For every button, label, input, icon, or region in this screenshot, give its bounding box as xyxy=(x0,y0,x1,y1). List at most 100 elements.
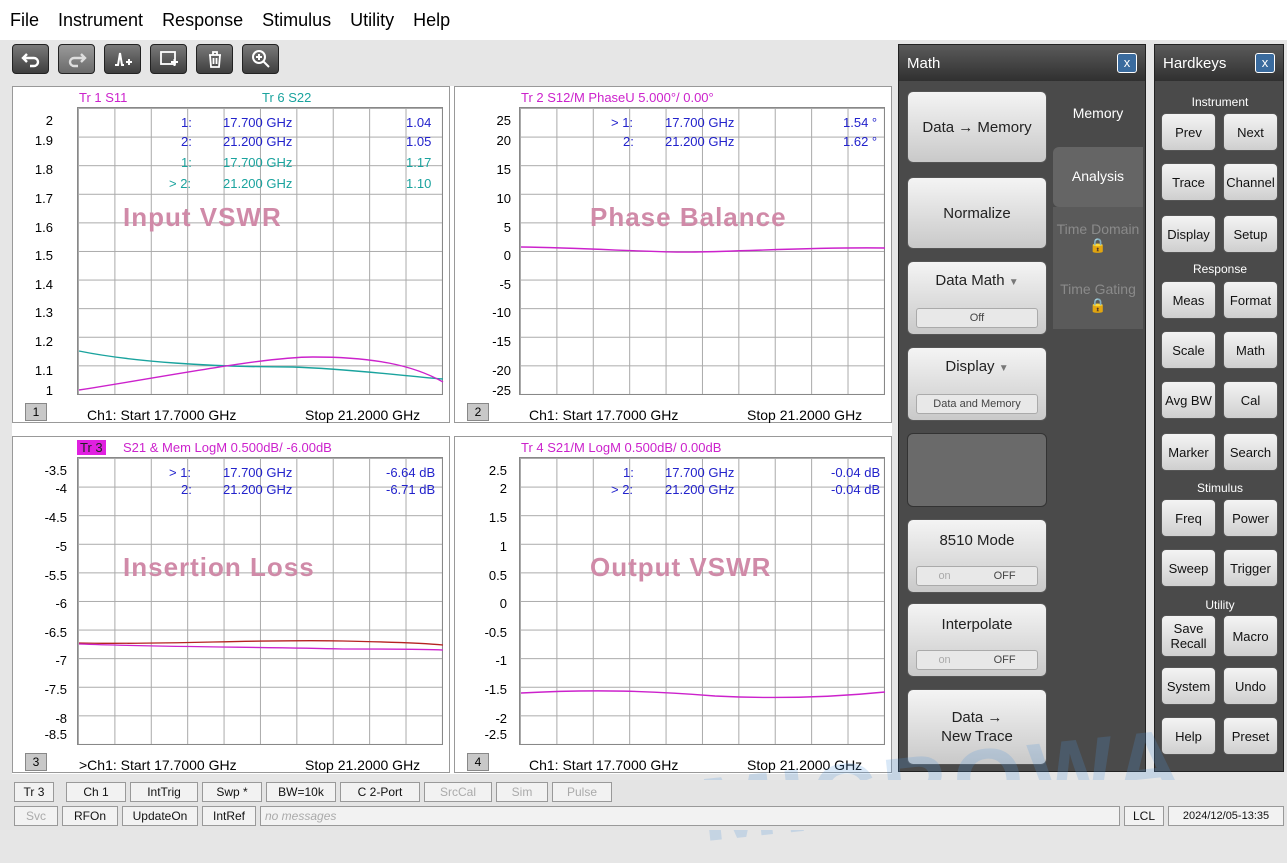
menu-utility[interactable]: Utility xyxy=(350,9,395,30)
marker-row: 1: xyxy=(181,115,192,130)
marker-value: -6.64 dB xyxy=(386,465,436,480)
sweep-key[interactable]: Sweep xyxy=(1161,549,1216,587)
toolbar xyxy=(12,44,279,76)
setup-key[interactable]: Setup xyxy=(1223,215,1278,253)
trace-3-tag[interactable]: Tr 3 xyxy=(77,440,106,455)
stimulus-start-4: Ch1: Start 17.7000 GHz xyxy=(529,757,679,773)
freq-key[interactable]: Freq xyxy=(1161,499,1216,537)
tab-memory[interactable]: Memory xyxy=(1053,93,1143,149)
close-icon[interactable]: x xyxy=(1255,53,1275,73)
trace-4-title[interactable]: Tr 4 S21/M LogM 0.500dB/ 0.00dB xyxy=(521,440,722,455)
menu-stimulus[interactable]: Stimulus xyxy=(262,9,332,30)
help-key[interactable]: Help xyxy=(1161,717,1216,755)
y-tick: 25 xyxy=(496,113,511,128)
power-key[interactable]: Power xyxy=(1223,499,1278,537)
mode-8510-button[interactable]: 8510 Mode on OFF xyxy=(907,519,1047,593)
display-key[interactable]: Display xyxy=(1161,215,1216,253)
data-math-button[interactable]: Data Math ▼ Off xyxy=(907,261,1047,335)
status-channel[interactable]: Ch 1 xyxy=(66,782,126,802)
data-to-memory-button[interactable]: Data → Memory xyxy=(907,91,1047,163)
section-stimulus: Stimulus xyxy=(1196,481,1243,495)
marker-id: > 2: xyxy=(169,176,192,191)
status-ref[interactable]: IntRef xyxy=(202,806,256,826)
add-trace-button[interactable] xyxy=(104,44,141,74)
marker-row: 1.10 xyxy=(406,176,431,191)
status-bar: Tr 3 Ch 1 IntTrig Swp * BW=10k C 2-Port … xyxy=(0,780,1287,830)
trace-key[interactable]: Trace xyxy=(1161,163,1216,201)
hardkeys-panel: Hardkeys x Instrument Prev Next Trace Ch… xyxy=(1154,44,1284,772)
normalize-button[interactable]: Normalize xyxy=(907,177,1047,249)
trace-6-title[interactable]: Tr 6 S22 xyxy=(262,90,312,105)
next-key[interactable]: Next xyxy=(1223,113,1278,151)
y-tick: -8 xyxy=(55,711,67,726)
new-trace-button[interactable]: Data → New Trace xyxy=(907,689,1047,765)
trace-3-title[interactable]: S21 & Mem LogM 0.500dB/ -6.00dB xyxy=(123,440,332,455)
save-recall-key[interactable]: Save Recall xyxy=(1161,615,1216,657)
trigger-key[interactable]: Trigger xyxy=(1223,549,1278,587)
status-bandwidth[interactable]: BW=10k xyxy=(266,782,336,802)
stimulus-start-3: >Ch1: Start 17.7000 GHz xyxy=(79,757,237,773)
tab-time-domain[interactable]: Time Domain 🔒 xyxy=(1053,207,1143,267)
status-svc[interactable]: Svc xyxy=(14,806,58,826)
status-trace[interactable]: Tr 3 xyxy=(14,782,54,802)
close-icon[interactable]: x xyxy=(1117,53,1137,73)
status-trigger[interactable]: IntTrig xyxy=(130,782,198,802)
interpolate-button[interactable]: Interpolate on OFF xyxy=(907,603,1047,677)
window-3[interactable]: Tr 3 S21 & Mem LogM 0.500dB/ -6.00dB -3.… xyxy=(12,436,450,773)
marker-key[interactable]: Marker xyxy=(1161,433,1216,471)
mode-8510-toggle[interactable]: on OFF xyxy=(916,566,1038,586)
status-srccal[interactable]: SrcCal xyxy=(424,782,492,802)
channel-key[interactable]: Channel xyxy=(1223,163,1278,201)
trace-2-title[interactable]: Tr 2 S12/M PhaseU 5.000°/ 0.00° xyxy=(521,90,714,105)
trace-1-title[interactable]: Tr 1 S11 xyxy=(79,90,128,105)
button-label: Data → Memory xyxy=(922,119,1032,136)
scale-key[interactable]: Scale xyxy=(1161,331,1216,369)
window-number-4: 4 xyxy=(467,753,489,771)
macro-key[interactable]: Macro xyxy=(1223,615,1278,657)
y-tick: -25 xyxy=(492,383,511,398)
status-sweep[interactable]: Swp * xyxy=(202,782,262,802)
zoom-button[interactable] xyxy=(242,44,279,74)
redo-button[interactable] xyxy=(58,44,95,74)
lock-icon: 🔒 xyxy=(1089,297,1107,313)
status-cal[interactable]: C 2-Port xyxy=(340,782,420,802)
avg-bw-key[interactable]: Avg BW xyxy=(1161,381,1216,419)
display-button[interactable]: Display ▼ Data and Memory xyxy=(907,347,1047,421)
channel-trace-button[interactable] xyxy=(150,44,187,74)
menu-response[interactable]: Response xyxy=(162,9,244,30)
meas-key[interactable]: Meas xyxy=(1161,281,1216,319)
preset-key[interactable]: Preset xyxy=(1223,717,1278,755)
menu-help[interactable]: Help xyxy=(413,9,451,30)
marker-row: 21.200 GHz xyxy=(223,176,292,191)
undo-key[interactable]: Undo xyxy=(1223,667,1278,705)
plot-area: Tr 1 S11 Tr 6 S22 2 1.9 1.8 1.7 1.6 1.5 … xyxy=(12,86,892,774)
window-1[interactable]: Tr 1 S11 Tr 6 S22 2 1.9 1.8 1.7 1.6 1.5 … xyxy=(12,86,450,423)
undo-button[interactable] xyxy=(12,44,49,74)
format-key[interactable]: Format xyxy=(1223,281,1278,319)
menu-instrument[interactable]: Instrument xyxy=(58,9,144,30)
system-key[interactable]: System xyxy=(1161,667,1216,705)
search-key[interactable]: Search xyxy=(1223,433,1278,471)
delete-button[interactable] xyxy=(196,44,233,74)
prev-key[interactable]: Prev xyxy=(1161,113,1216,151)
marker-row: 17.700 GHz xyxy=(223,155,292,170)
button-label-line2: New Trace xyxy=(941,728,1013,745)
window-2[interactable]: Tr 2 S12/M PhaseU 5.000°/ 0.00° 25 20 15… xyxy=(454,86,892,423)
math-key[interactable]: Math xyxy=(1223,331,1278,369)
menu-file[interactable]: File xyxy=(10,9,40,30)
marker-freq: 17.700 GHz xyxy=(223,155,293,170)
tab-analysis[interactable]: Analysis xyxy=(1053,147,1143,207)
grid-2 xyxy=(519,107,885,395)
window-4[interactable]: Tr 4 S21/M LogM 0.500dB/ 0.00dB 2.5 2 1.… xyxy=(454,436,892,773)
status-sim[interactable]: Sim xyxy=(496,782,548,802)
status-update[interactable]: UpdateOn xyxy=(122,806,198,826)
window-number-2: 2 xyxy=(467,403,489,421)
status-rf[interactable]: RFOn xyxy=(62,806,118,826)
menu-bar: File Instrument Response Stimulus Utilit… xyxy=(0,0,1287,40)
marker-freq: 17.700 GHz xyxy=(665,115,735,130)
interpolate-toggle[interactable]: on OFF xyxy=(916,650,1038,670)
y-tick: -10 xyxy=(492,305,511,320)
cal-key[interactable]: Cal xyxy=(1223,381,1278,419)
status-pulse[interactable]: Pulse xyxy=(552,782,612,802)
tab-time-gating[interactable]: Time Gating 🔒 xyxy=(1053,267,1143,329)
